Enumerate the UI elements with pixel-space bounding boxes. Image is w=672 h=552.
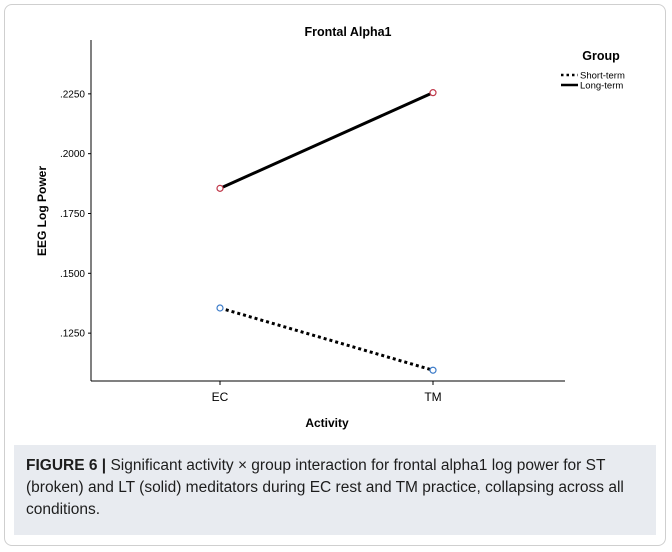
y-tick-label: .2000 (60, 149, 85, 160)
series-line (219, 306, 434, 372)
data-point (216, 304, 224, 312)
series-layer (216, 89, 437, 374)
data-point (429, 89, 437, 97)
axes (90, 40, 565, 382)
data-point (429, 366, 437, 374)
caption-text: Significant activity × group interaction… (26, 457, 624, 518)
y-tick-label: .2250 (60, 89, 85, 100)
series-line (219, 91, 434, 190)
series-long-term (216, 89, 437, 192)
figure-caption: FIGURE 6 | Significant activity × group … (14, 445, 656, 535)
y-axis-ticks: .1250 .1500 .1750 .2000 .2250 (60, 89, 91, 340)
x-axis-label: Activity (305, 416, 349, 430)
y-tick-label: .1250 (60, 329, 85, 340)
legend-label: Short-term (580, 71, 625, 82)
y-tick-label: .1750 (60, 209, 85, 220)
x-axis-ticks: EC TM (212, 381, 442, 404)
legend-title: Group (582, 49, 620, 63)
series-short-term (216, 304, 437, 374)
data-point (216, 184, 224, 192)
chart: Frontal Alpha1 EEG Log Power Activity .1… (35, 25, 625, 430)
legend-label: Long-term (580, 81, 623, 92)
x-tick-label: EC (212, 390, 229, 404)
y-tick-label: .1500 (60, 269, 85, 280)
caption-label: FIGURE 6 | (26, 457, 107, 474)
chart-title: Frontal Alpha1 (304, 25, 391, 39)
y-axis-label: EEG Log Power (35, 166, 49, 256)
x-tick-label: TM (424, 390, 441, 404)
